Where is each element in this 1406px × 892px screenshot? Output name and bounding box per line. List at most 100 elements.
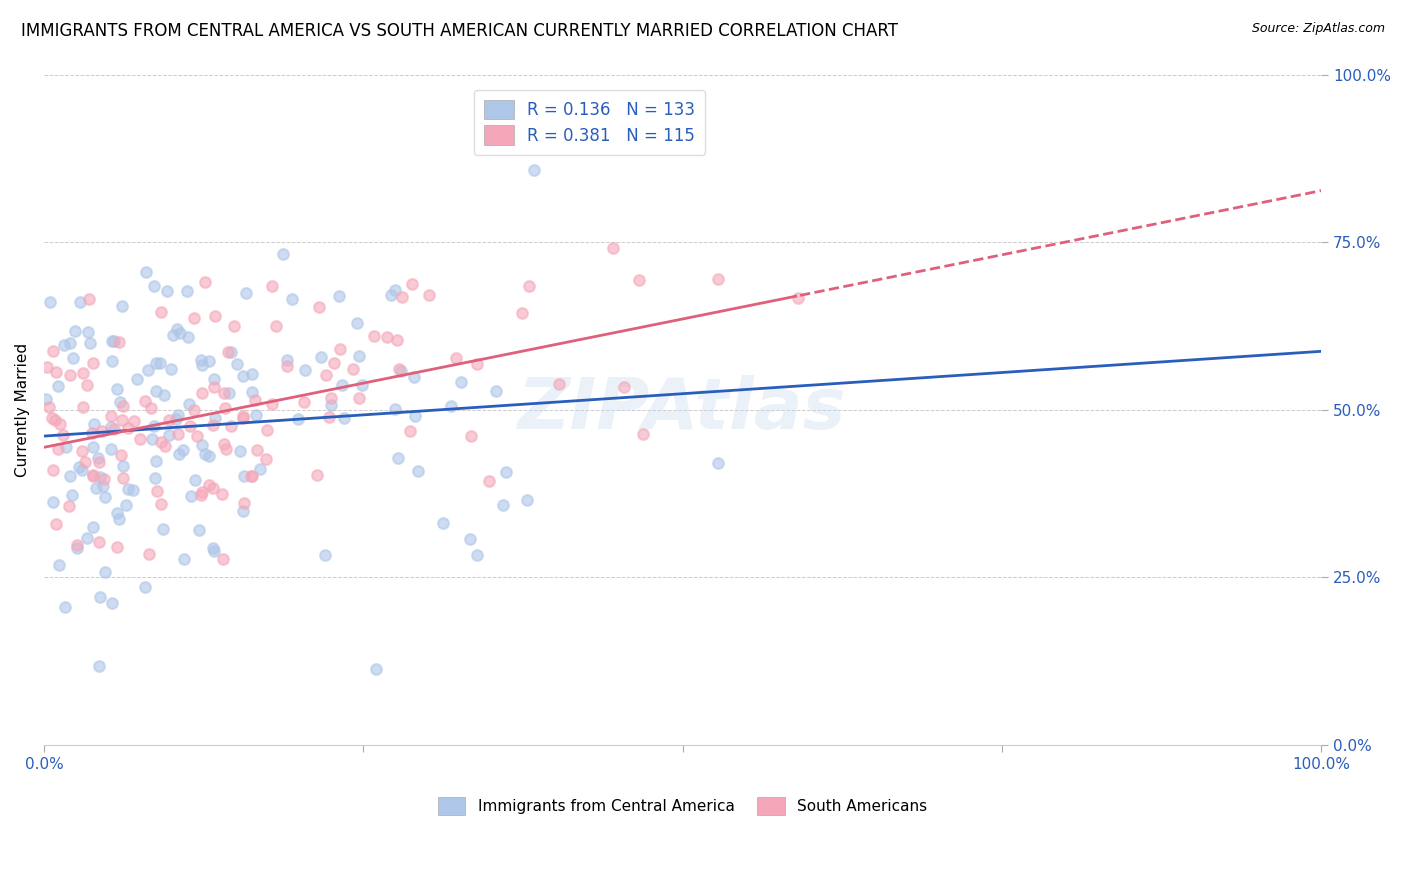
Point [159, 413, 181, 427]
Point [342, 362, 364, 376]
Point [117, 421, 139, 435]
Point [69, 294, 91, 309]
Point [294, 362, 316, 376]
Point [329, 342, 352, 356]
Point [110, 395, 132, 409]
Point [204, 309, 226, 323]
Point [214, 386, 236, 401]
Point [243, 392, 266, 407]
Point [314, 548, 336, 562]
Point [233, 496, 256, 510]
Point [321, 398, 343, 412]
Point [194, 276, 217, 290]
Point [38, 400, 60, 414]
Point [145, 356, 167, 370]
Point [82, 467, 104, 482]
Point [197, 478, 219, 492]
Point [347, 391, 370, 405]
Point [217, 344, 239, 359]
Point [256, 423, 278, 437]
Point [82, 468, 104, 483]
Point [391, 290, 413, 304]
Point [287, 411, 309, 425]
Point [245, 409, 267, 423]
Point [191, 358, 214, 372]
Point [149, 356, 172, 370]
Point [141, 432, 163, 446]
Point [201, 541, 224, 555]
Point [240, 469, 263, 483]
Text: IMMIGRANTS FROM CENTRAL AMERICA VS SOUTH AMERICAN CURRENTLY MARRIED CORRELATION : IMMIGRANTS FROM CENTRAL AMERICA VS SOUTH… [21, 22, 898, 40]
Point [190, 438, 212, 452]
Point [346, 316, 368, 330]
Point [52, 338, 75, 352]
Point [89, 455, 111, 469]
Point [440, 399, 463, 413]
Point [219, 418, 242, 433]
Point [218, 386, 240, 401]
Point [84, 481, 107, 495]
Point [134, 580, 156, 594]
Point [100, 442, 122, 456]
Point [523, 163, 546, 178]
Point [198, 449, 221, 463]
Point [613, 380, 636, 394]
Point [167, 446, 190, 460]
Point [246, 442, 269, 457]
Point [82, 356, 104, 370]
Point [59, 336, 82, 351]
Point [160, 362, 183, 376]
Point [240, 384, 263, 399]
Point [105, 506, 128, 520]
Point [631, 427, 654, 442]
Point [485, 384, 508, 399]
Point [145, 384, 167, 399]
Point [145, 454, 167, 468]
Point [707, 272, 730, 286]
Point [516, 493, 538, 508]
Point [380, 288, 402, 302]
Point [129, 432, 152, 446]
Point [76, 531, 98, 545]
Point [308, 300, 330, 314]
Point [79, 336, 101, 351]
Point [156, 284, 179, 298]
Point [402, 370, 425, 384]
Point [194, 447, 217, 461]
Point [59, 469, 82, 483]
Point [211, 486, 233, 500]
Point [153, 388, 176, 402]
Point [44, 412, 66, 426]
Point [101, 596, 124, 610]
Point [363, 328, 385, 343]
Point [110, 448, 132, 462]
Point [239, 468, 262, 483]
Point [45, 516, 67, 531]
Point [70, 443, 93, 458]
Point [87, 450, 110, 465]
Legend: Immigrants from Central America, South Americans: Immigrants from Central America, South A… [430, 789, 935, 822]
Point [235, 285, 257, 300]
Point [70, 462, 93, 476]
Point [389, 364, 412, 378]
Point [72, 401, 94, 415]
Point [328, 289, 350, 303]
Point [105, 541, 128, 555]
Point [38, 295, 60, 310]
Point [318, 410, 340, 425]
Point [276, 353, 298, 368]
Point [190, 488, 212, 502]
Point [492, 498, 515, 512]
Point [444, 351, 467, 365]
Point [143, 279, 166, 293]
Point [143, 471, 166, 485]
Point [166, 427, 188, 442]
Point [66, 538, 89, 552]
Point [786, 291, 808, 305]
Point [254, 452, 277, 467]
Y-axis label: Currently Married: Currently Married [15, 343, 30, 477]
Point [191, 386, 214, 401]
Point [465, 548, 488, 562]
Point [112, 458, 135, 473]
Point [384, 402, 406, 417]
